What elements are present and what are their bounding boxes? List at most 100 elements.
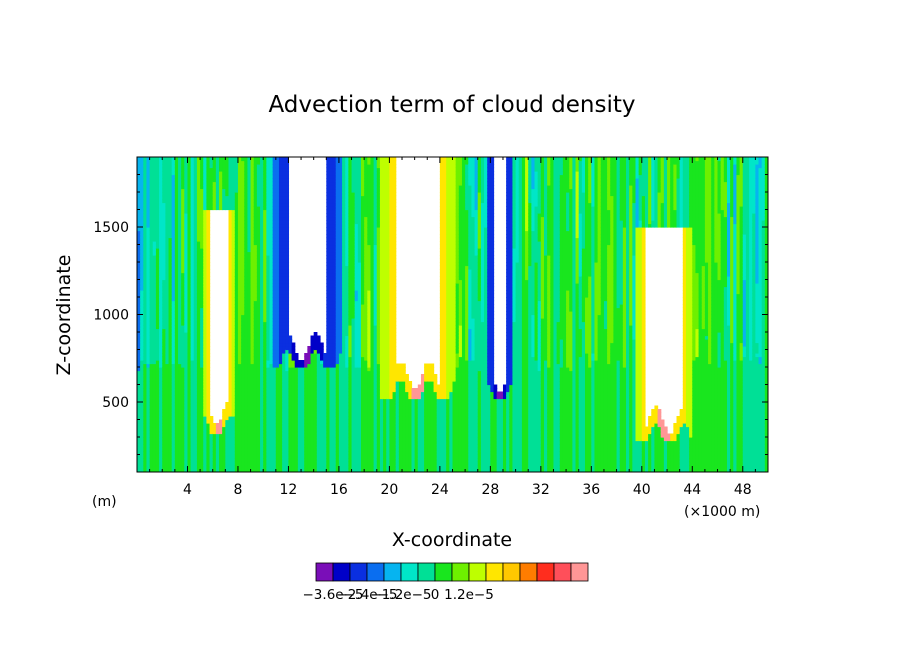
heatmap-cell — [319, 349, 324, 354]
heatmap-cell — [171, 311, 176, 316]
heatmap-cell — [222, 185, 226, 190]
heatmap-cell — [219, 174, 223, 179]
heatmap-cell — [237, 426, 242, 431]
heatmap-cell — [196, 419, 201, 424]
heatmap-cell — [275, 465, 280, 470]
heatmap-cell — [329, 468, 334, 472]
heatmap-cell — [174, 318, 179, 323]
heatmap-cell — [342, 437, 346, 442]
heatmap-cell — [212, 174, 217, 179]
heatmap-cell — [187, 349, 192, 354]
heatmap-cell — [140, 346, 144, 351]
heatmap-cell — [146, 325, 151, 330]
heatmap-cell — [140, 423, 144, 428]
heatmap-cell — [338, 430, 343, 435]
heatmap-cell — [269, 426, 274, 431]
heatmap-cell — [231, 195, 236, 200]
heatmap-cell — [149, 223, 154, 228]
heatmap-cell — [196, 353, 201, 358]
heatmap-cell — [190, 293, 195, 298]
heatmap-cell — [338, 206, 343, 211]
heatmap-cell — [165, 405, 170, 410]
heatmap-cell — [338, 192, 343, 197]
heatmap-cell — [335, 307, 340, 312]
heatmap-cell — [193, 454, 198, 459]
heatmap-cell — [184, 454, 189, 459]
heatmap-cell — [168, 160, 173, 165]
heatmap-cell — [137, 192, 141, 197]
heatmap-cell — [310, 468, 315, 472]
heatmap-cell — [137, 279, 141, 284]
heatmap-cell — [159, 164, 163, 169]
heatmap-cell — [209, 199, 214, 204]
heatmap-cell — [225, 426, 230, 431]
heatmap-cell — [335, 409, 340, 414]
heatmap-cell — [137, 395, 141, 400]
heatmap-cell — [184, 384, 189, 389]
heatmap-cell — [190, 433, 195, 438]
heatmap-cell — [288, 430, 293, 435]
heatmap-cell — [253, 412, 258, 417]
heatmap-cell — [332, 454, 337, 459]
heatmap-cell — [335, 360, 340, 365]
heatmap-cell — [250, 353, 255, 358]
heatmap-cell — [174, 416, 179, 421]
heatmap-cell — [212, 454, 217, 459]
heatmap-cell — [260, 185, 264, 190]
heatmap-cell — [193, 160, 198, 165]
heatmap-cell — [190, 195, 195, 200]
heatmap-cell — [212, 451, 217, 456]
heatmap-cell — [196, 248, 201, 253]
heatmap-cell — [140, 206, 144, 211]
heatmap-cell — [282, 430, 286, 435]
heatmap-cell — [225, 181, 230, 186]
heatmap-cell — [241, 377, 245, 382]
heatmap-cell — [291, 409, 296, 414]
heatmap-cell — [326, 405, 331, 410]
heatmap-cell — [326, 213, 331, 218]
heatmap-cell — [313, 367, 318, 372]
heatmap-cell — [256, 433, 261, 438]
heatmap-cell — [329, 356, 334, 361]
heatmap-cell — [168, 325, 173, 330]
heatmap-cell — [278, 339, 283, 344]
heatmap-cell — [174, 248, 179, 253]
heatmap-cell — [162, 451, 166, 456]
heatmap-cell — [146, 363, 151, 368]
heatmap-cell — [140, 262, 144, 267]
heatmap-cell — [162, 318, 166, 323]
heatmap-cell — [285, 332, 290, 337]
heatmap-cell — [200, 237, 204, 242]
heatmap-cell — [212, 181, 217, 186]
heatmap-cell — [225, 164, 230, 169]
heatmap-cell — [332, 178, 337, 183]
heatmap-cell — [329, 388, 334, 393]
heatmap-cell — [326, 339, 331, 344]
heatmap-cell — [237, 318, 242, 323]
heatmap-cell — [250, 255, 255, 260]
heatmap-cell — [149, 178, 154, 183]
heatmap-cell — [190, 342, 195, 347]
heatmap-cell — [250, 206, 255, 211]
heatmap-cell — [228, 416, 233, 421]
heatmap-cell — [171, 346, 176, 351]
heatmap-cell — [338, 269, 343, 274]
heatmap-cell — [155, 300, 160, 305]
heatmap-cell — [332, 234, 337, 239]
heatmap-cell — [155, 276, 160, 281]
heatmap-cell — [231, 416, 236, 421]
heatmap-cell — [256, 206, 261, 211]
heatmap-cell — [187, 202, 192, 207]
heatmap-cell — [171, 202, 176, 207]
heatmap-cell — [219, 447, 223, 452]
heatmap-cell — [269, 440, 274, 445]
heatmap-cell — [335, 276, 340, 281]
heatmap-cell — [181, 458, 185, 463]
heatmap-cell — [237, 384, 242, 389]
heatmap-cell — [282, 391, 286, 396]
heatmap-cell — [237, 164, 242, 169]
heatmap-cell — [275, 216, 280, 221]
heatmap-cell — [193, 227, 198, 232]
heatmap-cell — [247, 402, 252, 407]
heatmap-cell — [212, 437, 217, 442]
